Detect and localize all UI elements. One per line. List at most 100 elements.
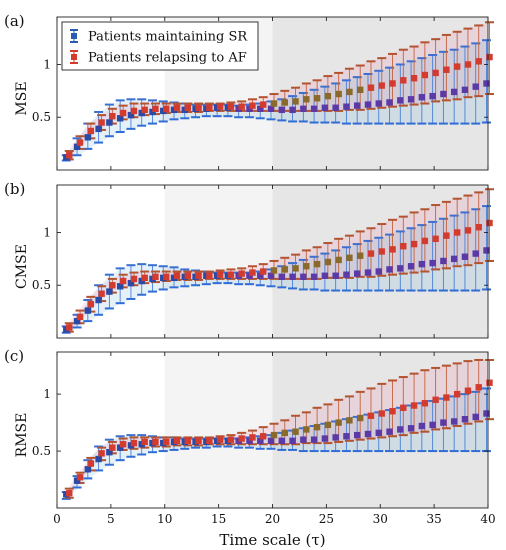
mean-marker — [429, 259, 436, 267]
mean-marker — [66, 324, 73, 331]
mean-marker — [106, 119, 113, 126]
mean-marker — [461, 415, 469, 423]
mean-marker — [332, 272, 339, 279]
mean-marker — [84, 134, 92, 141]
mean-marker — [109, 112, 116, 120]
mean-marker — [141, 438, 148, 446]
mean-marker — [432, 396, 439, 404]
mean-marker — [109, 444, 116, 451]
mean-marker — [270, 267, 278, 274]
mean-marker — [407, 425, 415, 432]
spread-band — [67, 360, 489, 498]
y-tick-label: 1 — [43, 57, 51, 71]
mean-marker — [73, 477, 81, 484]
mean-marker — [464, 227, 472, 234]
mean-marker — [206, 272, 213, 279]
legend-box — [61, 21, 259, 71]
mean-marker — [76, 313, 84, 321]
mean-marker — [127, 111, 135, 119]
mean-marker — [152, 105, 159, 112]
mean-marker — [475, 224, 482, 231]
mean-marker — [421, 71, 429, 79]
panel-1: 0.5 1 (b) CMSE — [4, 180, 494, 339]
mean-marker — [289, 437, 296, 445]
mean-marker — [410, 402, 418, 409]
mean-marker — [184, 104, 191, 111]
mean-marker — [389, 80, 396, 87]
mean-marker — [357, 86, 364, 94]
legend: Patients maintaining SR Patients relapsin… — [61, 21, 259, 71]
mean-marker — [407, 96, 415, 103]
mean-marker — [450, 255, 458, 263]
mean-marker — [375, 268, 382, 275]
y-axis-label: RMSE — [14, 413, 30, 458]
x-axis-label: Time scale (τ) — [219, 531, 325, 549]
legend-label: Patients relapsing to AF — [88, 51, 247, 66]
mean-marker — [270, 431, 278, 439]
mean-marker — [95, 296, 102, 304]
mean-marker — [303, 96, 310, 103]
mean-marker — [443, 394, 450, 401]
mean-marker — [321, 104, 329, 111]
mean-marker — [367, 84, 375, 91]
mean-marker — [206, 437, 213, 445]
mean-marker — [364, 101, 372, 108]
mean-marker — [464, 61, 472, 68]
mean-marker — [335, 256, 342, 264]
mean-marker — [346, 417, 353, 424]
mean-marker — [227, 103, 235, 110]
mean-marker — [84, 307, 92, 314]
mean-marker — [87, 301, 95, 308]
mean-marker — [400, 77, 407, 84]
mean-marker — [386, 428, 393, 435]
mean-marker — [375, 429, 382, 437]
mean-marker — [357, 252, 364, 259]
mean-marker — [260, 101, 267, 108]
y-axis-label: CMSE — [14, 244, 30, 289]
mean-marker — [227, 436, 235, 443]
mean-marker — [267, 272, 275, 279]
mean-marker — [257, 105, 264, 112]
mean-marker — [281, 266, 288, 273]
mean-marker — [321, 435, 329, 442]
mean-marker — [130, 107, 138, 115]
mean-marker — [346, 254, 353, 262]
mean-marker — [343, 433, 350, 440]
mean-marker — [378, 410, 385, 417]
mean-marker — [475, 384, 482, 391]
mean-marker — [472, 250, 479, 257]
mean-marker — [343, 103, 350, 110]
mean-marker — [440, 90, 447, 98]
mean-marker — [141, 106, 148, 114]
mean-marker — [483, 410, 490, 417]
mean-marker — [375, 100, 382, 107]
mean-marker — [432, 69, 439, 77]
mean-marker — [292, 98, 299, 105]
mean-marker — [300, 273, 307, 280]
mean-marker — [453, 63, 461, 70]
x-tick-label: 15 — [211, 512, 226, 526]
mean-marker — [195, 437, 202, 445]
mean-marker — [461, 253, 469, 260]
mean-marker — [450, 418, 458, 425]
mean-marker — [238, 270, 245, 277]
mean-marker — [130, 275, 138, 283]
mean-marker — [440, 419, 447, 426]
mean-marker — [346, 88, 353, 96]
mean-marker — [486, 219, 493, 227]
mean-marker — [278, 106, 285, 114]
mean-marker — [66, 489, 73, 497]
mean-marker — [378, 82, 385, 89]
mean-marker — [386, 266, 393, 273]
mean-marker — [238, 435, 245, 442]
mean-marker — [289, 273, 296, 280]
mean-marker — [364, 269, 372, 276]
mean-marker — [249, 102, 256, 109]
mean-marker — [76, 474, 84, 481]
mean-marker — [87, 127, 95, 135]
mean-marker — [418, 93, 426, 101]
panel-letter: (c) — [4, 347, 24, 365]
mean-marker — [397, 265, 404, 272]
mean-marker — [260, 433, 267, 440]
